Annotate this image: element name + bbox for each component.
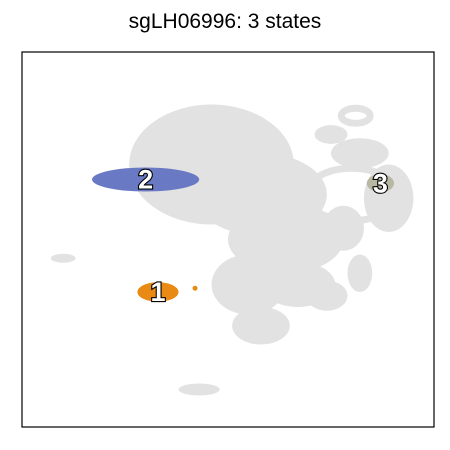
background-region-10 bbox=[331, 138, 389, 169]
background-ring-2 bbox=[337, 104, 374, 127]
state-1-cluster bbox=[137, 282, 179, 302]
background-region-12 bbox=[322, 205, 364, 251]
background-ring-1 bbox=[302, 164, 401, 225]
background-region-9 bbox=[314, 125, 348, 144]
background-region-7 bbox=[232, 307, 290, 345]
state-labels: 1 2 3 bbox=[137, 163, 389, 308]
state-3-cluster bbox=[366, 174, 395, 193]
state-1-label: 1 bbox=[150, 277, 165, 307]
background-region-14 bbox=[50, 253, 76, 263]
background-cells bbox=[50, 104, 414, 396]
state-3-label: 3 bbox=[373, 168, 388, 198]
background-region-8 bbox=[256, 132, 282, 152]
background-region-13 bbox=[347, 254, 373, 292]
background-region-15 bbox=[178, 383, 220, 396]
state-2-label: 2 bbox=[138, 165, 153, 195]
state-clusters bbox=[92, 167, 395, 302]
background-region-4 bbox=[211, 254, 286, 315]
background-region-6 bbox=[306, 280, 348, 311]
background-region-11 bbox=[363, 164, 414, 232]
chart-title: sgLH06996: 3 states bbox=[128, 10, 322, 33]
outlier-point-1 bbox=[192, 285, 198, 291]
state-2-cluster bbox=[92, 167, 200, 192]
